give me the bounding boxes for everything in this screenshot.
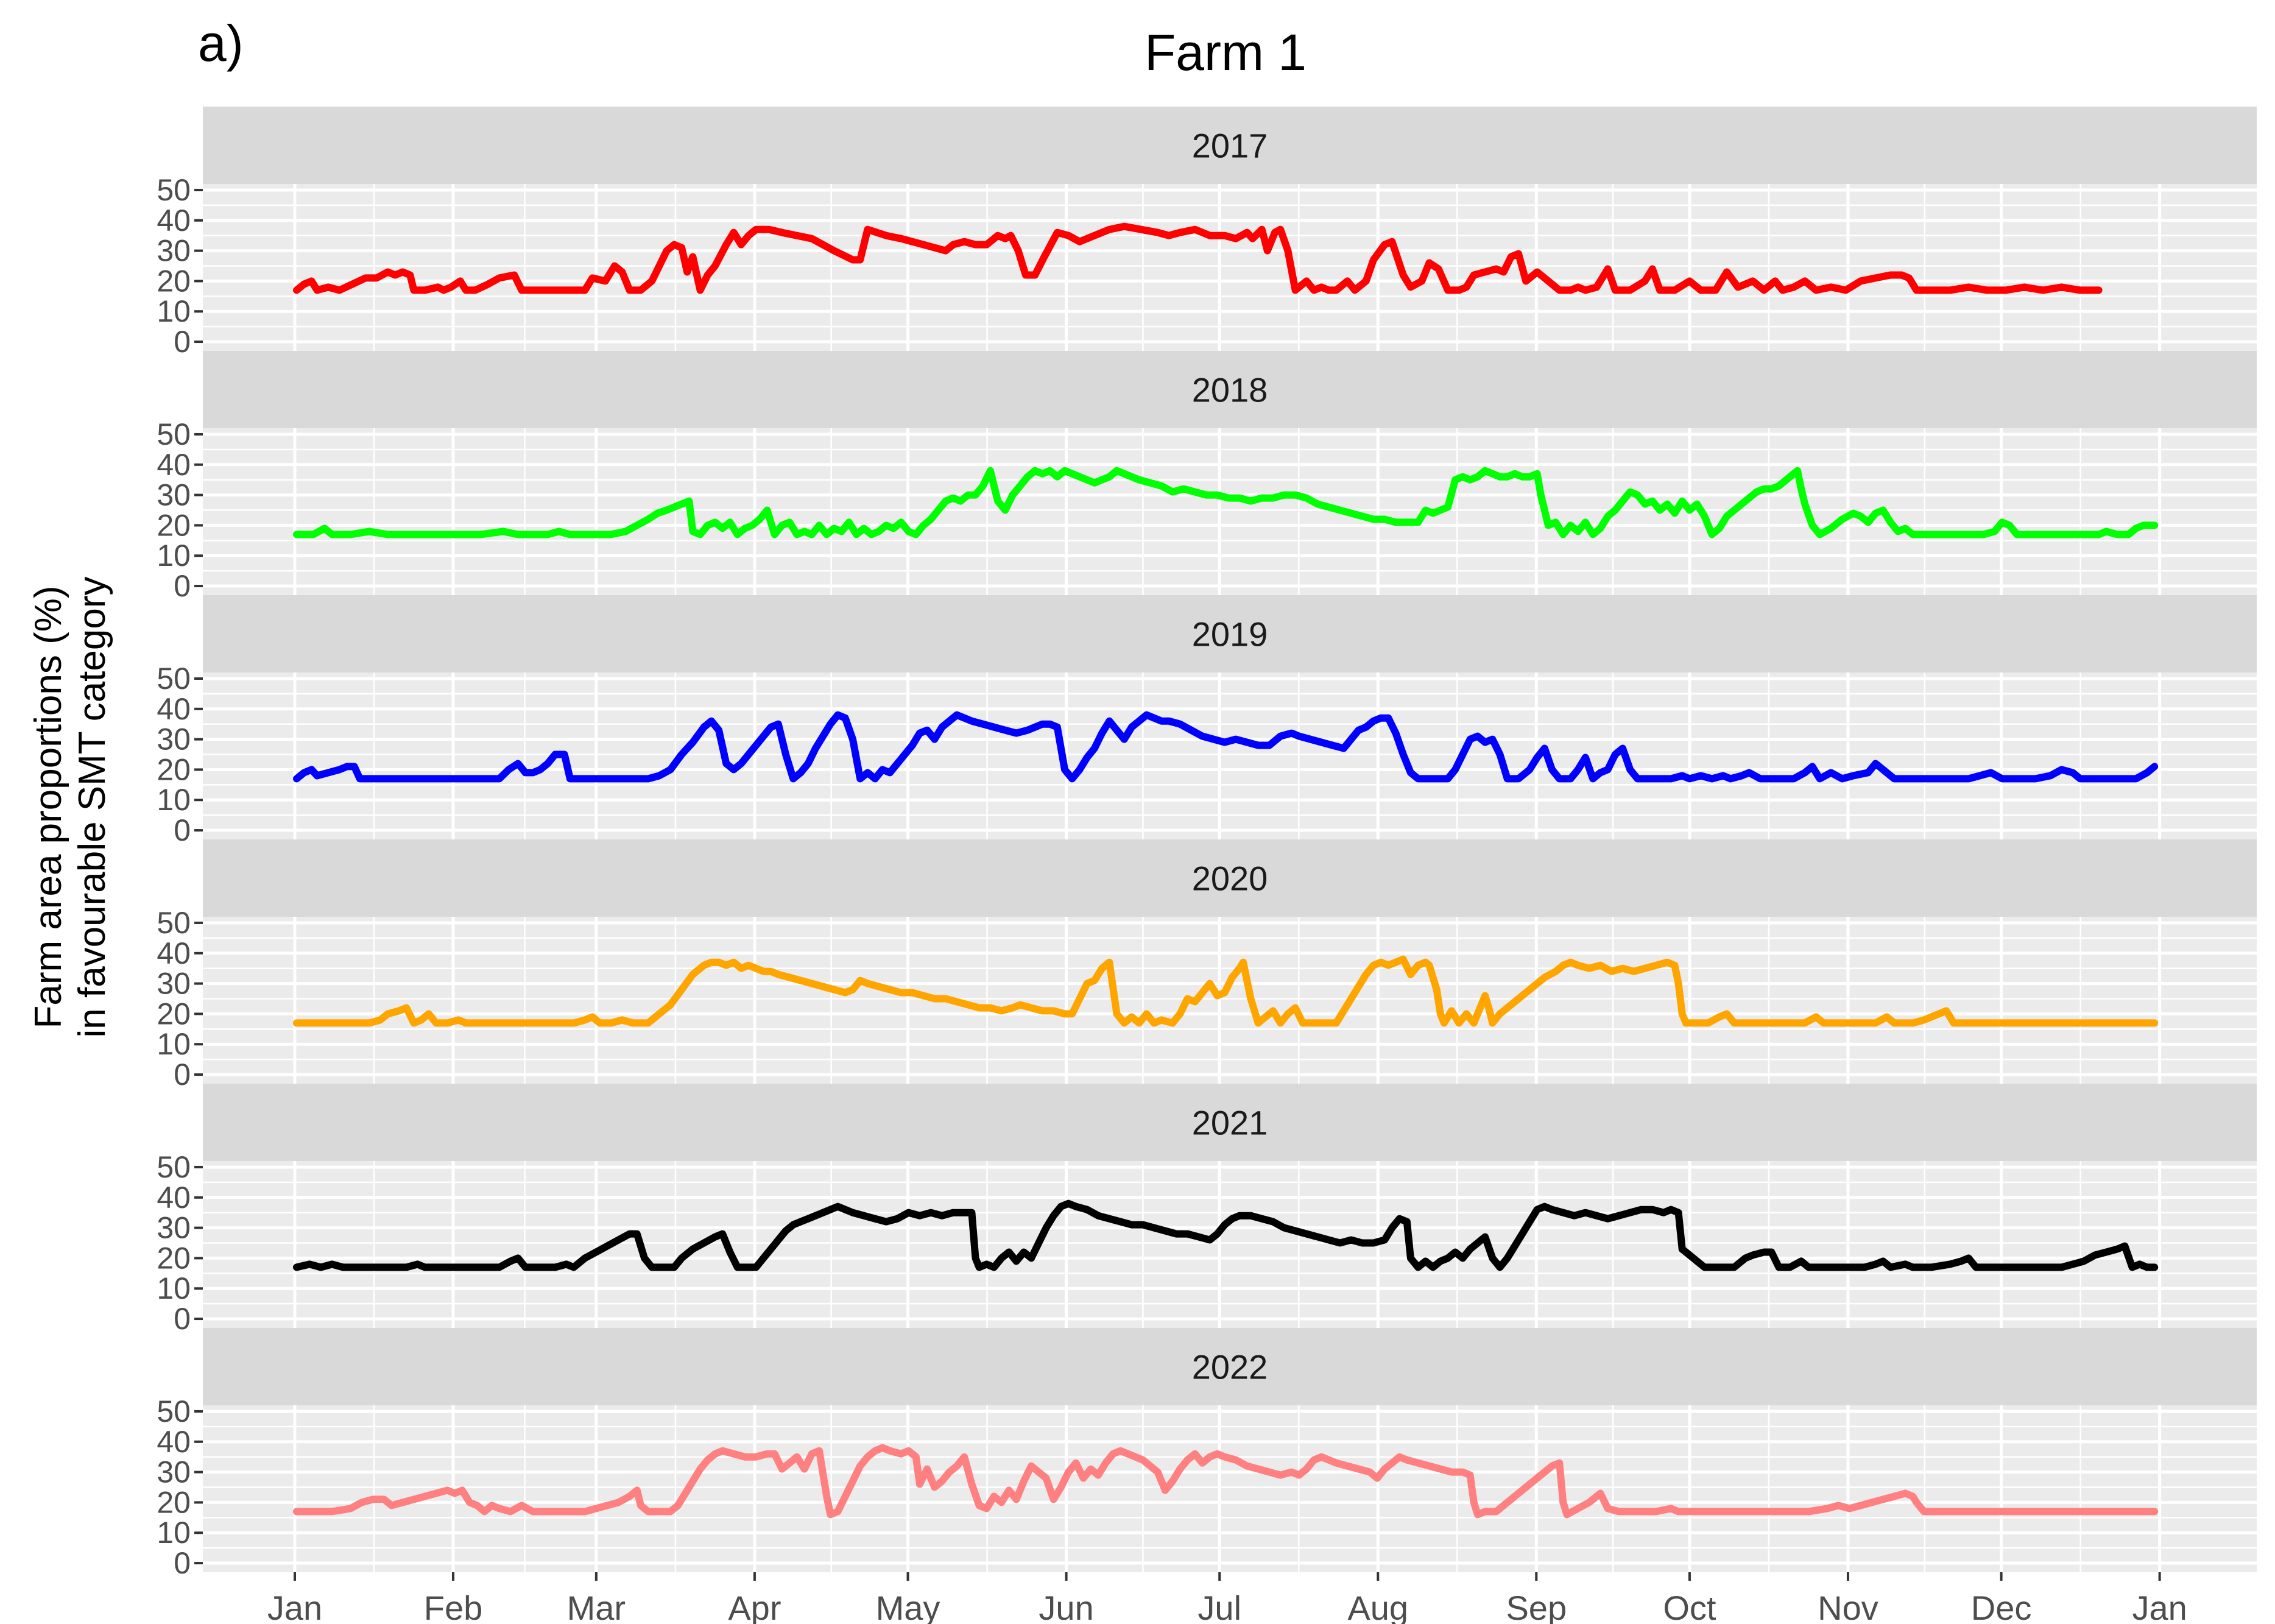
y-tick-label: 50 bbox=[157, 173, 191, 207]
y-tick-label: 20 bbox=[157, 508, 191, 542]
x-tick-label: Apr bbox=[728, 1589, 781, 1624]
figure-tag: a) bbox=[198, 15, 244, 72]
x-tick-label: May bbox=[876, 1589, 940, 1624]
x-tick-label: Dec bbox=[1971, 1589, 2032, 1624]
x-tick-label: Feb bbox=[424, 1589, 483, 1624]
plot-background bbox=[203, 184, 2257, 351]
y-axis-label: Farm area proportions (%) in favourable … bbox=[27, 576, 113, 1037]
y-tick-label: 30 bbox=[157, 1455, 191, 1489]
strip-2021 bbox=[203, 1084, 2257, 1161]
x-tick-label: Mar bbox=[567, 1589, 626, 1624]
y-axis-label-line1: Farm area proportions (%) bbox=[27, 585, 69, 1028]
x-tick-label: Jun bbox=[1039, 1589, 1093, 1624]
x-tick-label: Jan bbox=[2132, 1589, 2187, 1624]
y-tick-label: 10 bbox=[157, 1271, 191, 1305]
strip-2019 bbox=[203, 595, 2257, 673]
y-tick-label: 40 bbox=[157, 692, 191, 726]
y-tick-label: 0 bbox=[174, 325, 191, 359]
y-tick-label: 30 bbox=[157, 967, 191, 1001]
chart-title: Farm 1 bbox=[1145, 24, 1307, 81]
strip-label-2017: 2017 bbox=[1192, 127, 1268, 165]
strip-label-2021: 2021 bbox=[1192, 1104, 1268, 1142]
y-tick-label: 10 bbox=[157, 538, 191, 573]
y-tick-label: 50 bbox=[157, 662, 191, 696]
y-tick-label: 40 bbox=[157, 1181, 191, 1215]
y-tick-label: 50 bbox=[157, 1150, 191, 1184]
strip-2017 bbox=[203, 107, 2257, 184]
y-tick-label: 30 bbox=[157, 478, 191, 512]
plot-background bbox=[203, 917, 2257, 1084]
x-tick-label: Aug bbox=[1347, 1589, 1408, 1624]
y-tick-label: 0 bbox=[174, 813, 191, 847]
series-line-2020 bbox=[293, 955, 2159, 1027]
y-axis-label-line2: in favourable SMT category bbox=[71, 576, 113, 1037]
y-tick-label: 0 bbox=[174, 1546, 191, 1580]
series-line-2018 bbox=[293, 467, 2159, 538]
plot-background bbox=[203, 1161, 2257, 1328]
y-tick-label: 10 bbox=[157, 1027, 191, 1061]
y-tick-label: 10 bbox=[157, 1516, 191, 1550]
strip-2020 bbox=[203, 839, 2257, 917]
y-tick-label: 20 bbox=[157, 997, 191, 1031]
series-line-2021 bbox=[293, 1199, 2159, 1271]
y-tick-label: 20 bbox=[157, 1241, 191, 1275]
facet-panels: 2017010203040502018010203040502019010203… bbox=[157, 107, 2257, 1580]
y-tick-label: 20 bbox=[157, 752, 191, 786]
y-tick-label: 20 bbox=[157, 264, 191, 298]
y-tick-label: 0 bbox=[174, 569, 191, 603]
strip-label-2022: 2022 bbox=[1192, 1348, 1268, 1386]
strip-2018 bbox=[203, 351, 2257, 428]
strip-label-2018: 2018 bbox=[1192, 371, 1268, 409]
strip-label-2020: 2020 bbox=[1192, 860, 1268, 898]
series-line-2017 bbox=[293, 222, 2103, 294]
x-tick-label: Nov bbox=[1818, 1589, 1878, 1624]
y-tick-label: 0 bbox=[174, 1302, 191, 1336]
y-tick-label: 50 bbox=[157, 1394, 191, 1428]
y-tick-label: 40 bbox=[157, 936, 191, 970]
y-tick-label: 50 bbox=[157, 906, 191, 940]
y-tick-label: 30 bbox=[157, 234, 191, 268]
x-tick-label: Sep bbox=[1506, 1589, 1567, 1624]
plot-background bbox=[203, 1405, 2257, 1572]
y-tick-label: 0 bbox=[174, 1057, 191, 1092]
x-axis: Jan Feb Mar Apr May Jun Jul Aug Sep Oct Nov Dec Jan bbox=[267, 1572, 2187, 1624]
y-tick-label: 30 bbox=[157, 722, 191, 757]
y-tick-label: 10 bbox=[157, 294, 191, 328]
plot-background bbox=[203, 673, 2257, 839]
plot-background bbox=[203, 428, 2257, 595]
y-tick-label: 20 bbox=[157, 1485, 191, 1519]
y-tick-label: 40 bbox=[157, 448, 191, 482]
y-tick-label: 40 bbox=[157, 1425, 191, 1459]
series-line-2019 bbox=[293, 711, 2159, 783]
y-tick-label: 30 bbox=[157, 1211, 191, 1245]
strip-label-2019: 2019 bbox=[1192, 615, 1268, 654]
series-line-2022 bbox=[293, 1444, 2159, 1519]
x-tick-label: Oct bbox=[1663, 1589, 1716, 1624]
y-tick-label: 40 bbox=[157, 203, 191, 238]
y-tick-label: 50 bbox=[157, 417, 191, 451]
strip-2022 bbox=[203, 1328, 2257, 1405]
y-tick-label: 10 bbox=[157, 783, 191, 817]
x-tick-label: Jul bbox=[1197, 1589, 1241, 1624]
x-tick-label: Jan bbox=[267, 1589, 322, 1624]
